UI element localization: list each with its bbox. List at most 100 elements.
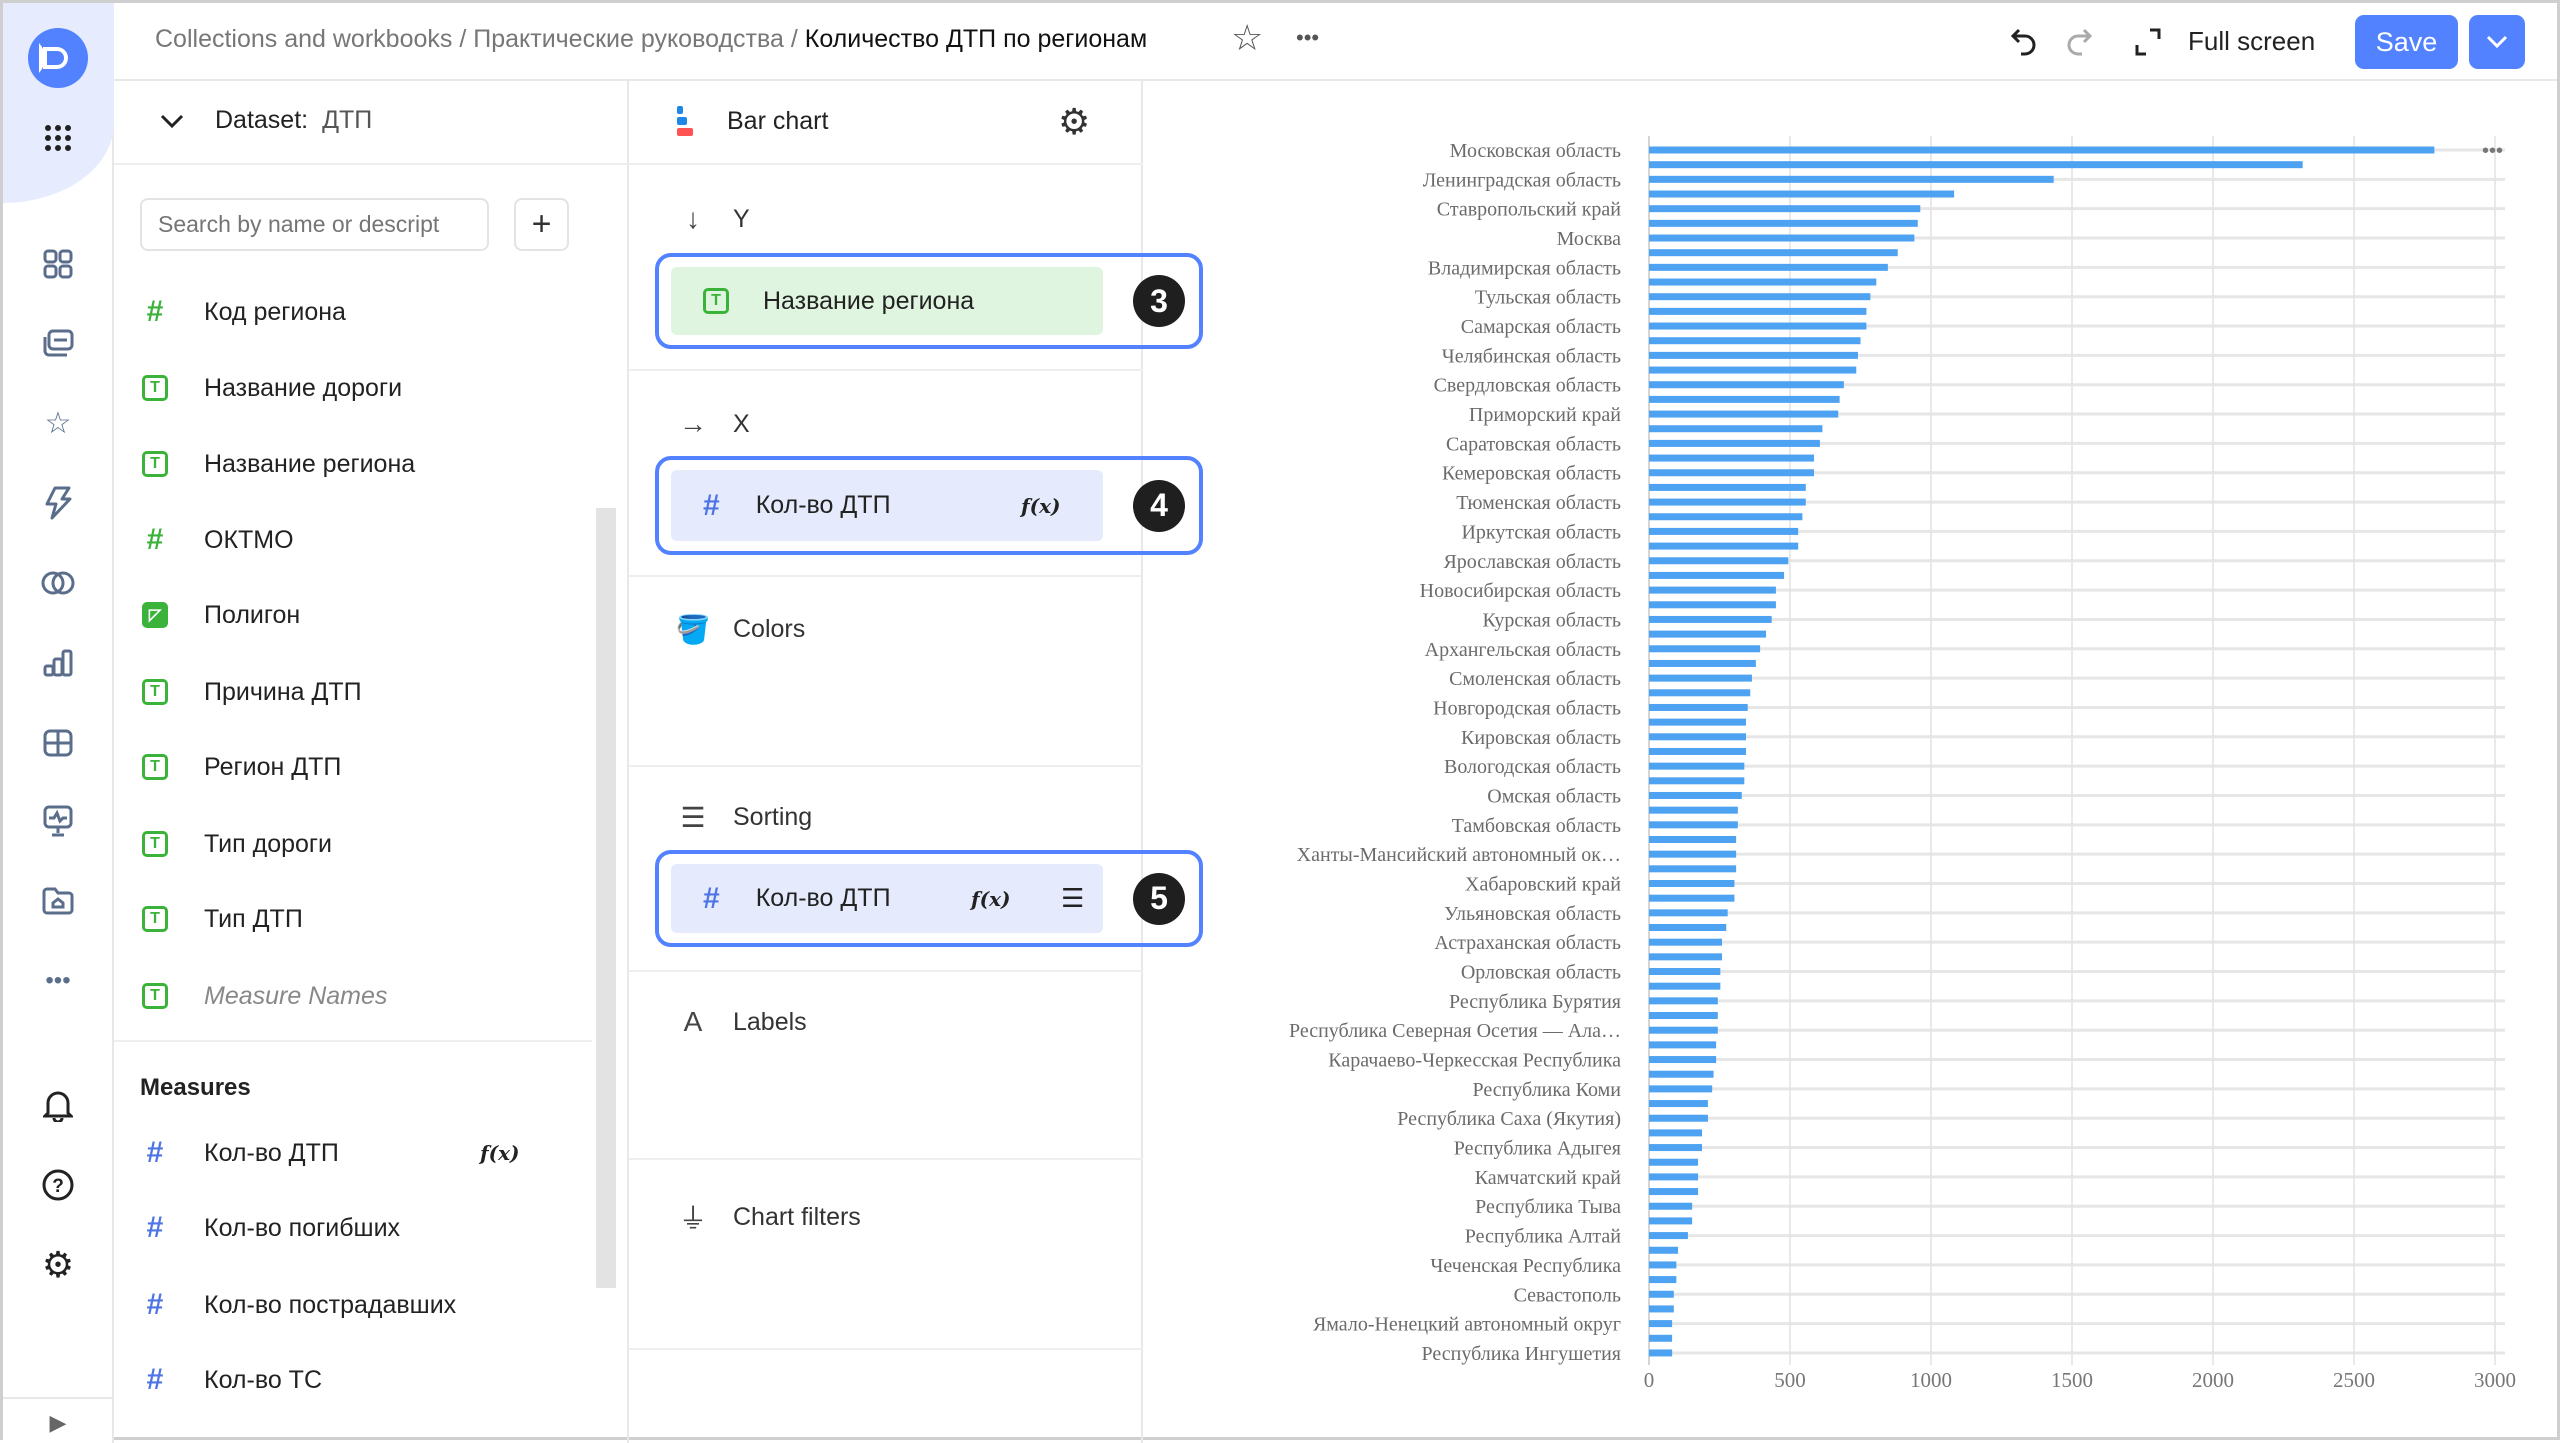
category-label: Челябинская область (1442, 345, 1621, 367)
text-type-icon: T (140, 451, 170, 477)
dimension-item[interactable]: T Регион ДТП (140, 747, 341, 787)
measure-item[interactable]: # Кол-во погибших (140, 1208, 540, 1248)
measure-item[interactable]: # Кол-во ТС (140, 1360, 540, 1400)
measure-item[interactable]: # Кол-во ДТП f(x) (140, 1133, 540, 1173)
page-title: Количество ДТП по регионам (804, 25, 1148, 53)
dimension-label: Measure Names (204, 981, 388, 1010)
dimension-item[interactable]: ◸ Полигон (140, 595, 300, 635)
category-label: Республика Адыгея (1454, 1138, 1621, 1160)
settings-icon[interactable]: ⚙ (41, 1244, 75, 1285)
category-label: Тульская область (1475, 287, 1621, 309)
bar (1649, 1100, 1708, 1108)
lightning-icon[interactable] (38, 483, 78, 523)
folder-home-icon[interactable] (38, 881, 78, 921)
bar (1649, 498, 1806, 506)
redo-icon[interactable] (2064, 25, 2094, 64)
add-field-button[interactable]: + (514, 198, 569, 251)
bar (1649, 1026, 1718, 1034)
dataset-name[interactable]: ДТП (322, 106, 373, 134)
apps-grid-icon[interactable] (38, 118, 78, 158)
bar (1649, 821, 1738, 829)
expand-nav-icon[interactable]: ▶ (49, 1410, 67, 1435)
save-options-button[interactable] (2469, 15, 2525, 69)
bar (1649, 469, 1814, 477)
y-field-chip[interactable]: T Название региона (671, 267, 1103, 335)
fields-scrollbar[interactable] (596, 508, 616, 1288)
monitor-icon[interactable] (38, 801, 78, 841)
sorting-field-chip[interactable]: # Кол-во ДТП f(x) ☰ (671, 864, 1103, 933)
arrow-right-icon: → (679, 408, 707, 439)
category-label: Республика Ингушетия (1422, 1343, 1621, 1365)
measure-type-icon: # (146, 1363, 164, 1396)
category-label: Камчатский край (1475, 1167, 1622, 1189)
bar (1649, 234, 1915, 242)
sort-direction-icon[interactable]: ☰ (1061, 883, 1085, 913)
section-x-label: X (733, 409, 750, 438)
more-actions-icon[interactable]: ••• (1296, 25, 1320, 50)
dimension-label: Тип ДТП (204, 904, 303, 933)
category-label: Тамбовская область (1452, 815, 1621, 837)
text-type-icon: T (140, 906, 170, 932)
dimension-item[interactable]: T Тип ДТП (140, 899, 303, 939)
bar (1649, 175, 2054, 183)
divider (629, 1158, 1143, 1160)
bar (1649, 601, 1776, 609)
dimension-item[interactable]: T Название дороги (140, 368, 402, 408)
section-sorting: ☰ Sorting (675, 801, 812, 834)
more-icon[interactable]: ••• (45, 967, 71, 994)
bar (1649, 953, 1723, 961)
dimension-label: Полигон (204, 600, 301, 629)
favorite-star-icon[interactable]: ☆ (1231, 17, 1264, 58)
save-button[interactable]: Save (2355, 15, 2458, 69)
category-label: Республика Алтай (1465, 1226, 1621, 1248)
dimension-item[interactable]: # Код региона (140, 292, 346, 332)
text-type-icon: T (140, 679, 170, 705)
dimension-item[interactable]: T Название региона (140, 444, 415, 484)
bar (1649, 527, 1799, 535)
bar (1649, 293, 1871, 301)
connections-icon[interactable] (38, 563, 78, 603)
section-x: → X (675, 408, 750, 440)
dimension-item[interactable]: T Причина ДТП (140, 672, 362, 712)
undo-icon[interactable] (2009, 25, 2039, 64)
category-label: Вологодская область (1444, 756, 1621, 778)
measure-item[interactable]: # Кол-во пострадавших (140, 1285, 540, 1325)
fullscreen-button[interactable]: Full screen (2188, 26, 2316, 56)
breadcrumb-collections[interactable]: Collections and workbooks (155, 25, 453, 53)
dimension-item[interactable]: T Measure Names (140, 976, 387, 1016)
text-type-icon: T (703, 288, 729, 314)
number-type-icon: # (146, 523, 164, 556)
dimension-item[interactable]: T Тип дороги (140, 824, 332, 864)
bell-icon[interactable] (38, 1085, 78, 1125)
dataset-header[interactable]: Dataset: ДТП (159, 106, 372, 135)
breadcrumb-workbook[interactable]: Практические руководства (473, 25, 784, 53)
bar (1649, 1188, 1699, 1196)
dimension-item[interactable]: # ОКТМО (140, 520, 294, 560)
star-icon[interactable]: ☆ (44, 406, 72, 440)
bar (1649, 850, 1737, 858)
logo-icon[interactable] (25, 25, 91, 91)
x-tick-label: 1500 (2051, 1368, 2093, 1392)
help-icon[interactable]: ? (38, 1165, 78, 1205)
table-icon[interactable] (38, 723, 78, 763)
bar (1649, 483, 1806, 491)
collections-icon[interactable] (38, 323, 78, 363)
category-label: Новосибирская область (1420, 580, 1621, 602)
dashboard-grid-icon[interactable] (38, 244, 78, 284)
x-tick-label: 3000 (2474, 1368, 2516, 1392)
chart-type-selector[interactable]: Bar chart (675, 101, 828, 141)
field-search-input[interactable] (140, 198, 489, 251)
dimension-label: Причина ДТП (204, 677, 362, 706)
bar (1649, 263, 1888, 271)
fullscreen-icon[interactable] (2134, 27, 2162, 62)
category-label: Кировская область (1461, 727, 1621, 749)
section-filters: ⏚ Chart filters (675, 1197, 861, 1237)
x-field-chip[interactable]: # Кол-во ДТП f(x) (671, 470, 1103, 541)
chart-settings-icon[interactable]: ⚙ (1058, 101, 1091, 142)
bar (1649, 542, 1799, 550)
dimension-label: Регион ДТП (204, 752, 342, 781)
charts-icon[interactable] (38, 643, 78, 683)
chart-menu-icon[interactable]: ••• (2482, 140, 2503, 162)
labels-icon: A (683, 1006, 703, 1037)
divider (629, 1348, 1143, 1350)
